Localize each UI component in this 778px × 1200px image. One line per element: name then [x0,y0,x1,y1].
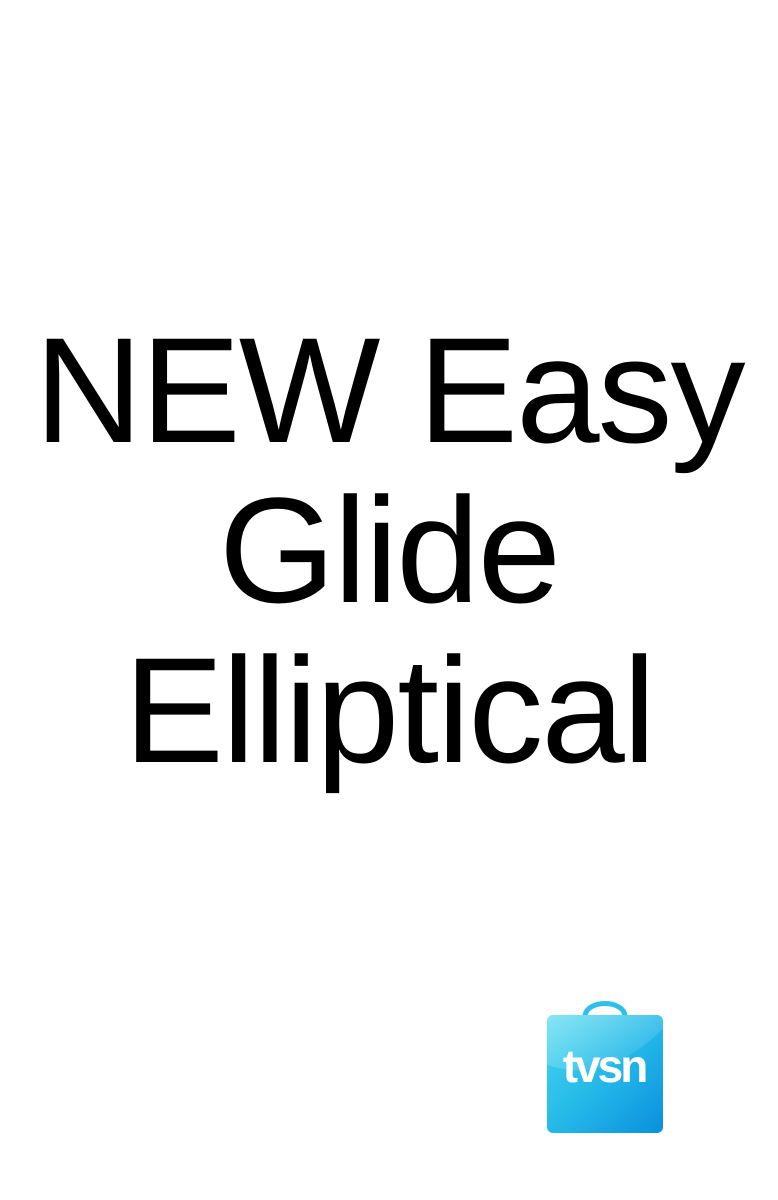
logo-text: tvsn [562,1040,649,1092]
headline-line-1: NEW Easy [34,306,745,474]
tvsn-logo: tvsn [545,995,665,1135]
headline-line-3: Elliptical [123,626,656,794]
shopping-bag-icon [547,1001,663,1133]
headline-line-2: Glide [218,466,561,634]
